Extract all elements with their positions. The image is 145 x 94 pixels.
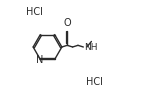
Text: NH: NH	[84, 42, 98, 52]
Text: N: N	[36, 55, 43, 65]
Text: HCl: HCl	[26, 7, 42, 17]
Text: O: O	[63, 18, 71, 28]
Text: HCl: HCl	[86, 77, 103, 87]
